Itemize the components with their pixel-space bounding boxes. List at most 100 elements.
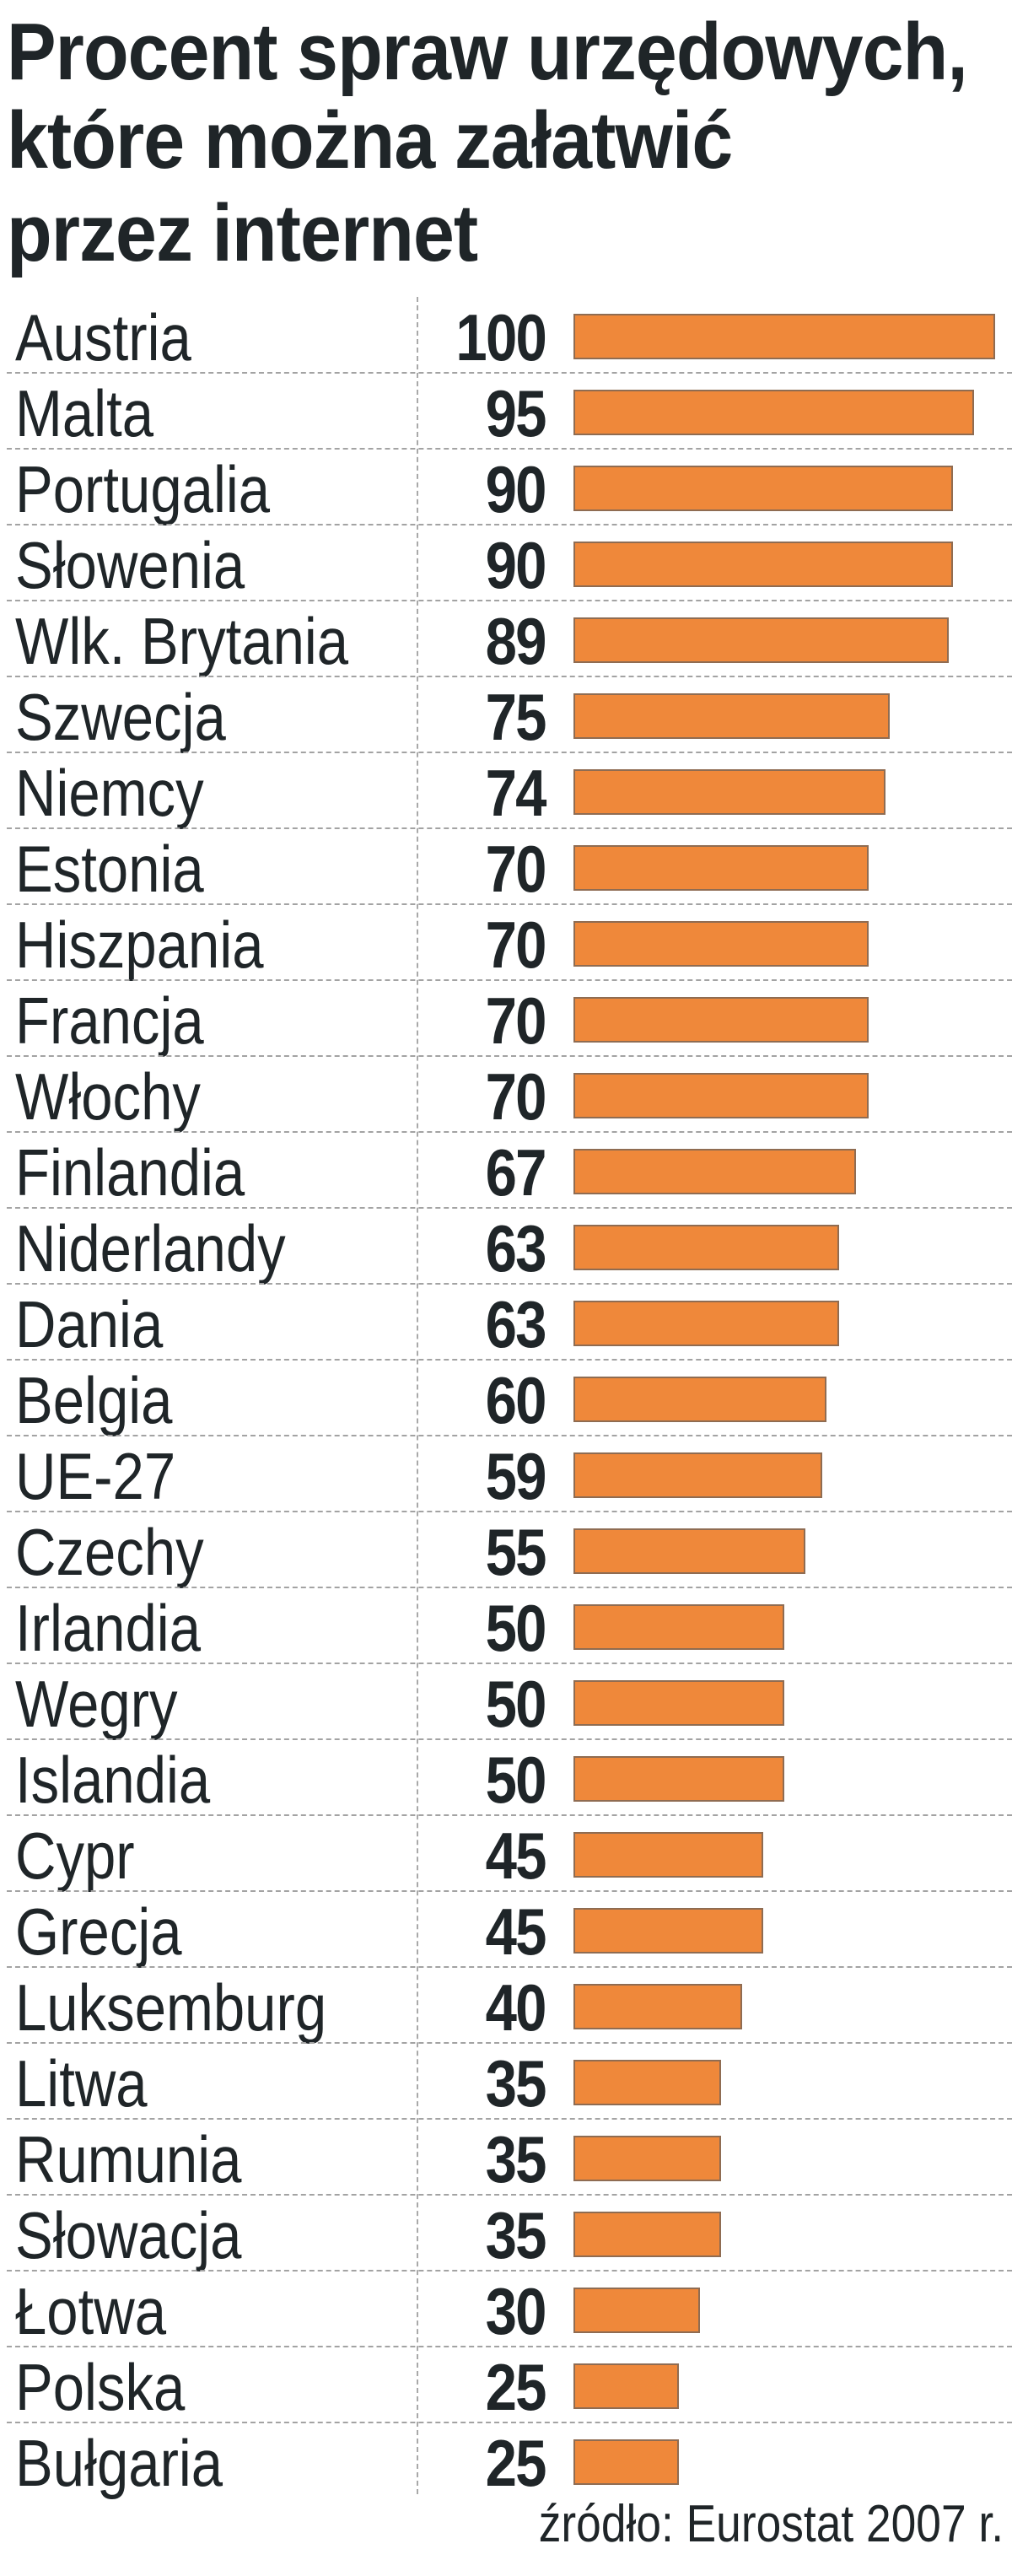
value-cell: 40 [422, 1975, 547, 2042]
value-label: 74 [485, 756, 547, 830]
country-label: Cypr [15, 1819, 135, 1893]
table-row: Estonia 70 [0, 829, 1012, 905]
country-label: Szwecja [15, 680, 226, 754]
value-cell: 63 [422, 1291, 547, 1359]
bar [573, 314, 995, 359]
country-label: Islandia [15, 1743, 211, 1817]
value-label: 90 [485, 528, 547, 602]
value-label: 59 [485, 1439, 547, 1513]
country-label: Polska [15, 2350, 186, 2424]
bar [573, 2060, 721, 2105]
country-label: Austria [15, 300, 191, 375]
table-row: Dania 63 [0, 1285, 1012, 1361]
bar [573, 1149, 856, 1194]
bar [573, 1832, 763, 1878]
row-divider [7, 2042, 1012, 2044]
row-divider [7, 1966, 1012, 1968]
country-label: Luksemburg [15, 1970, 327, 2045]
bar [573, 1301, 839, 1346]
value-cell: 25 [422, 2354, 547, 2422]
table-row: Niderlandy 63 [0, 1209, 1012, 1285]
country-label: Rumunia [15, 2122, 242, 2196]
country-label: Niemcy [15, 756, 204, 830]
row-divider [7, 979, 1012, 981]
value-cell: 50 [422, 1747, 547, 1814]
value-cell: 35 [422, 2126, 547, 2194]
row-divider [7, 372, 1012, 374]
bar [573, 2136, 721, 2181]
bar [573, 1073, 869, 1118]
row-divider [7, 1890, 1012, 1892]
value-label: 100 [455, 300, 546, 375]
bar [573, 1225, 839, 1270]
table-row: Irlandia 50 [0, 1588, 1012, 1664]
bar [573, 2212, 721, 2257]
row-divider [7, 1814, 1012, 1816]
row-divider [7, 1131, 1012, 1133]
row-divider [7, 1207, 1012, 1209]
value-label: 45 [485, 1894, 547, 1969]
country-label: Grecja [15, 1894, 182, 1969]
row-divider [7, 1435, 1012, 1436]
value-cell: 25 [422, 2430, 547, 2498]
country-label: Malta [15, 376, 154, 450]
country-label: Belgia [15, 1363, 173, 1437]
value-label: 70 [485, 908, 547, 982]
value-label: 50 [485, 1591, 547, 1665]
value-cell: 60 [422, 1367, 547, 1435]
value-label: 30 [485, 2274, 547, 2348]
bar [573, 1377, 826, 1422]
table-row: Finlandia 67 [0, 1133, 1012, 1209]
value-cell: 70 [422, 908, 547, 982]
bar [573, 542, 953, 587]
row-divider [7, 2194, 1012, 2196]
table-row: Włochy 70 [0, 1057, 1012, 1133]
value-cell: 45 [422, 1894, 547, 1969]
bar [573, 921, 869, 967]
bar [573, 1680, 784, 1726]
table-row: Grecja 45 [0, 1892, 1012, 1968]
value-label: 95 [485, 376, 547, 450]
table-row: Francja 70 [0, 981, 1012, 1057]
table-row: Słowacja 35 [0, 2196, 1012, 2272]
table-row: Austria 100 [0, 298, 1012, 374]
table-row: Islandia 50 [0, 1740, 1012, 1816]
country-label: Niderlandy [15, 1211, 286, 1285]
bar [573, 1528, 805, 1574]
table-row: Szwecja 75 [0, 677, 1012, 753]
value-cell: 50 [422, 1671, 547, 1738]
value-cell: 50 [422, 1591, 547, 1665]
table-row: Litwa 35 [0, 2044, 1012, 2120]
bar [573, 390, 974, 435]
value-label: 89 [485, 604, 547, 678]
table-row: Słowenia 90 [0, 525, 1012, 601]
value-label: 75 [485, 680, 547, 754]
bar [573, 693, 890, 739]
row-divider [7, 676, 1012, 677]
row-divider [7, 600, 1012, 601]
bar [573, 466, 953, 511]
column-divider [417, 297, 418, 2494]
country-label: Portugalia [15, 452, 271, 526]
value-label: 35 [485, 2198, 547, 2272]
value-label: 45 [485, 1819, 547, 1893]
value-cell: 75 [422, 680, 547, 754]
value-label: 63 [485, 1211, 547, 1285]
value-cell: 35 [422, 2198, 547, 2272]
row-divider [7, 524, 1012, 525]
bar [573, 617, 949, 663]
bar [573, 2439, 679, 2485]
bar [573, 1756, 784, 1802]
country-label: Słowenia [15, 528, 245, 602]
value-cell: 90 [422, 456, 547, 524]
value-cell: 63 [422, 1211, 547, 1285]
table-row: Łotwa 30 [0, 2272, 1012, 2347]
table-row: Belgia 60 [0, 1361, 1012, 1436]
table-row: Luksemburg 40 [0, 1968, 1012, 2044]
value-cell: 30 [422, 2274, 547, 2348]
country-label: Dania [15, 1287, 164, 1361]
row-divider [7, 1283, 1012, 1285]
row-divider [7, 448, 1012, 450]
country-label: Bułgaria [15, 2426, 223, 2500]
value-cell: 70 [422, 1064, 547, 1131]
